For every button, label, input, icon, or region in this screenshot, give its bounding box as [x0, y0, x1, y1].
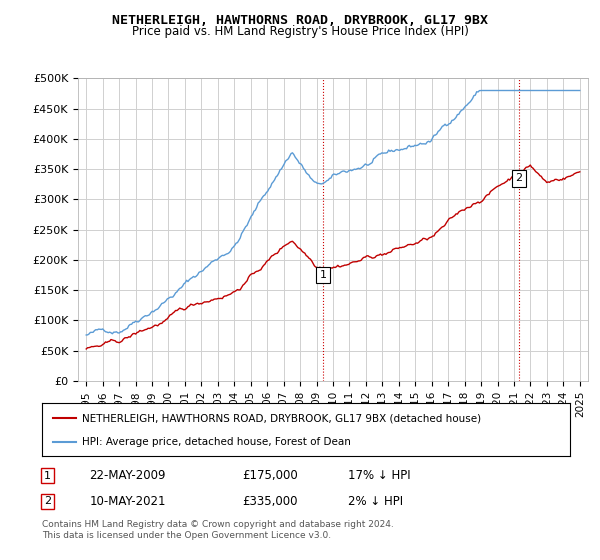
Text: 2% ↓ HPI: 2% ↓ HPI — [348, 495, 403, 508]
Text: 1: 1 — [320, 270, 326, 280]
Text: Contains HM Land Registry data © Crown copyright and database right 2024.
This d: Contains HM Land Registry data © Crown c… — [42, 520, 394, 540]
Text: 1: 1 — [44, 470, 51, 480]
Text: 2: 2 — [44, 496, 51, 506]
Text: £175,000: £175,000 — [242, 469, 298, 482]
Text: 10-MAY-2021: 10-MAY-2021 — [89, 495, 166, 508]
Text: Price paid vs. HM Land Registry's House Price Index (HPI): Price paid vs. HM Land Registry's House … — [131, 25, 469, 38]
Text: HPI: Average price, detached house, Forest of Dean: HPI: Average price, detached house, Fore… — [82, 436, 350, 446]
Text: £335,000: £335,000 — [242, 495, 298, 508]
Text: NETHERLEIGH, HAWTHORNS ROAD, DRYBROOK, GL17 9BX (detached house): NETHERLEIGH, HAWTHORNS ROAD, DRYBROOK, G… — [82, 413, 481, 423]
Text: 17% ↓ HPI: 17% ↓ HPI — [348, 469, 411, 482]
Text: 22-MAY-2009: 22-MAY-2009 — [89, 469, 166, 482]
Text: 2: 2 — [515, 173, 523, 183]
Text: NETHERLEIGH, HAWTHORNS ROAD, DRYBROOK, GL17 9BX: NETHERLEIGH, HAWTHORNS ROAD, DRYBROOK, G… — [112, 14, 488, 27]
